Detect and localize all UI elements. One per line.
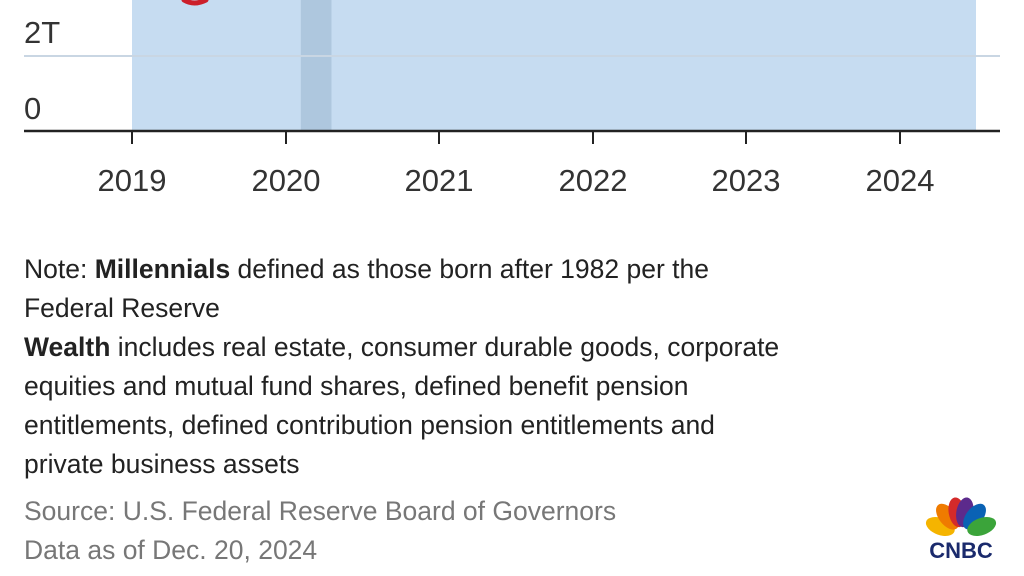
x-tick-label: 2019	[98, 163, 167, 198]
source-line: Source: U.S. Federal Reserve Board of Go…	[24, 496, 617, 526]
source-block: Source: U.S. Federal Reserve Board of Go…	[24, 492, 616, 570]
y-tick-label: 0	[24, 91, 41, 126]
logo-wordmark: CNBC	[929, 538, 993, 563]
y-tick-label: 2T	[24, 15, 60, 50]
chart-note: Note: Millennials defined as those born …	[24, 250, 924, 484]
x-tick-label: 2023	[712, 163, 781, 198]
x-axis-ticks: 2019 2020 2021 2022 2023 2024	[98, 131, 935, 198]
recession-band	[300, 0, 332, 131]
note-line-1: Note: Millennials defined as those born …	[24, 250, 924, 289]
x-tick-label: 2022	[559, 163, 628, 198]
note-line-1-rest: defined as those born after 1982 per the	[230, 254, 709, 284]
cnbc-logo: CNBC	[920, 492, 1002, 563]
note-line-6: private business assets	[24, 449, 300, 479]
x-tick-label: 2021	[405, 163, 474, 198]
peacock-feather	[963, 503, 986, 530]
note-line-2: Federal Reserve	[24, 293, 220, 323]
y-axis-labels: 0 2T	[24, 15, 60, 126]
data-date-line: Data as of Dec. 20, 2024	[24, 535, 318, 565]
note-line-3-rest: includes real estate, consumer durable g…	[110, 332, 780, 362]
chart: 2019 2020 2021 2022 2023 2024 0 2T	[24, 0, 1000, 198]
note-line-3: Wealth includes real estate, consumer du…	[24, 328, 924, 367]
x-tick-label: 2020	[252, 163, 321, 198]
note-prefix: Note:	[24, 254, 95, 284]
series-line-fragment	[181, 0, 209, 6]
peacock-feather	[967, 516, 997, 536]
x-tick-label: 2024	[866, 163, 935, 198]
note-wealth-term: Wealth	[24, 332, 111, 362]
area-fill	[132, 0, 976, 131]
note-line-5: entitlements, defined contribution pensi…	[24, 410, 715, 440]
peacock-icon	[925, 497, 997, 536]
note-millennials-term: Millennials	[94, 254, 231, 284]
note-line-4: equities and mutual fund shares, defined…	[24, 371, 689, 401]
